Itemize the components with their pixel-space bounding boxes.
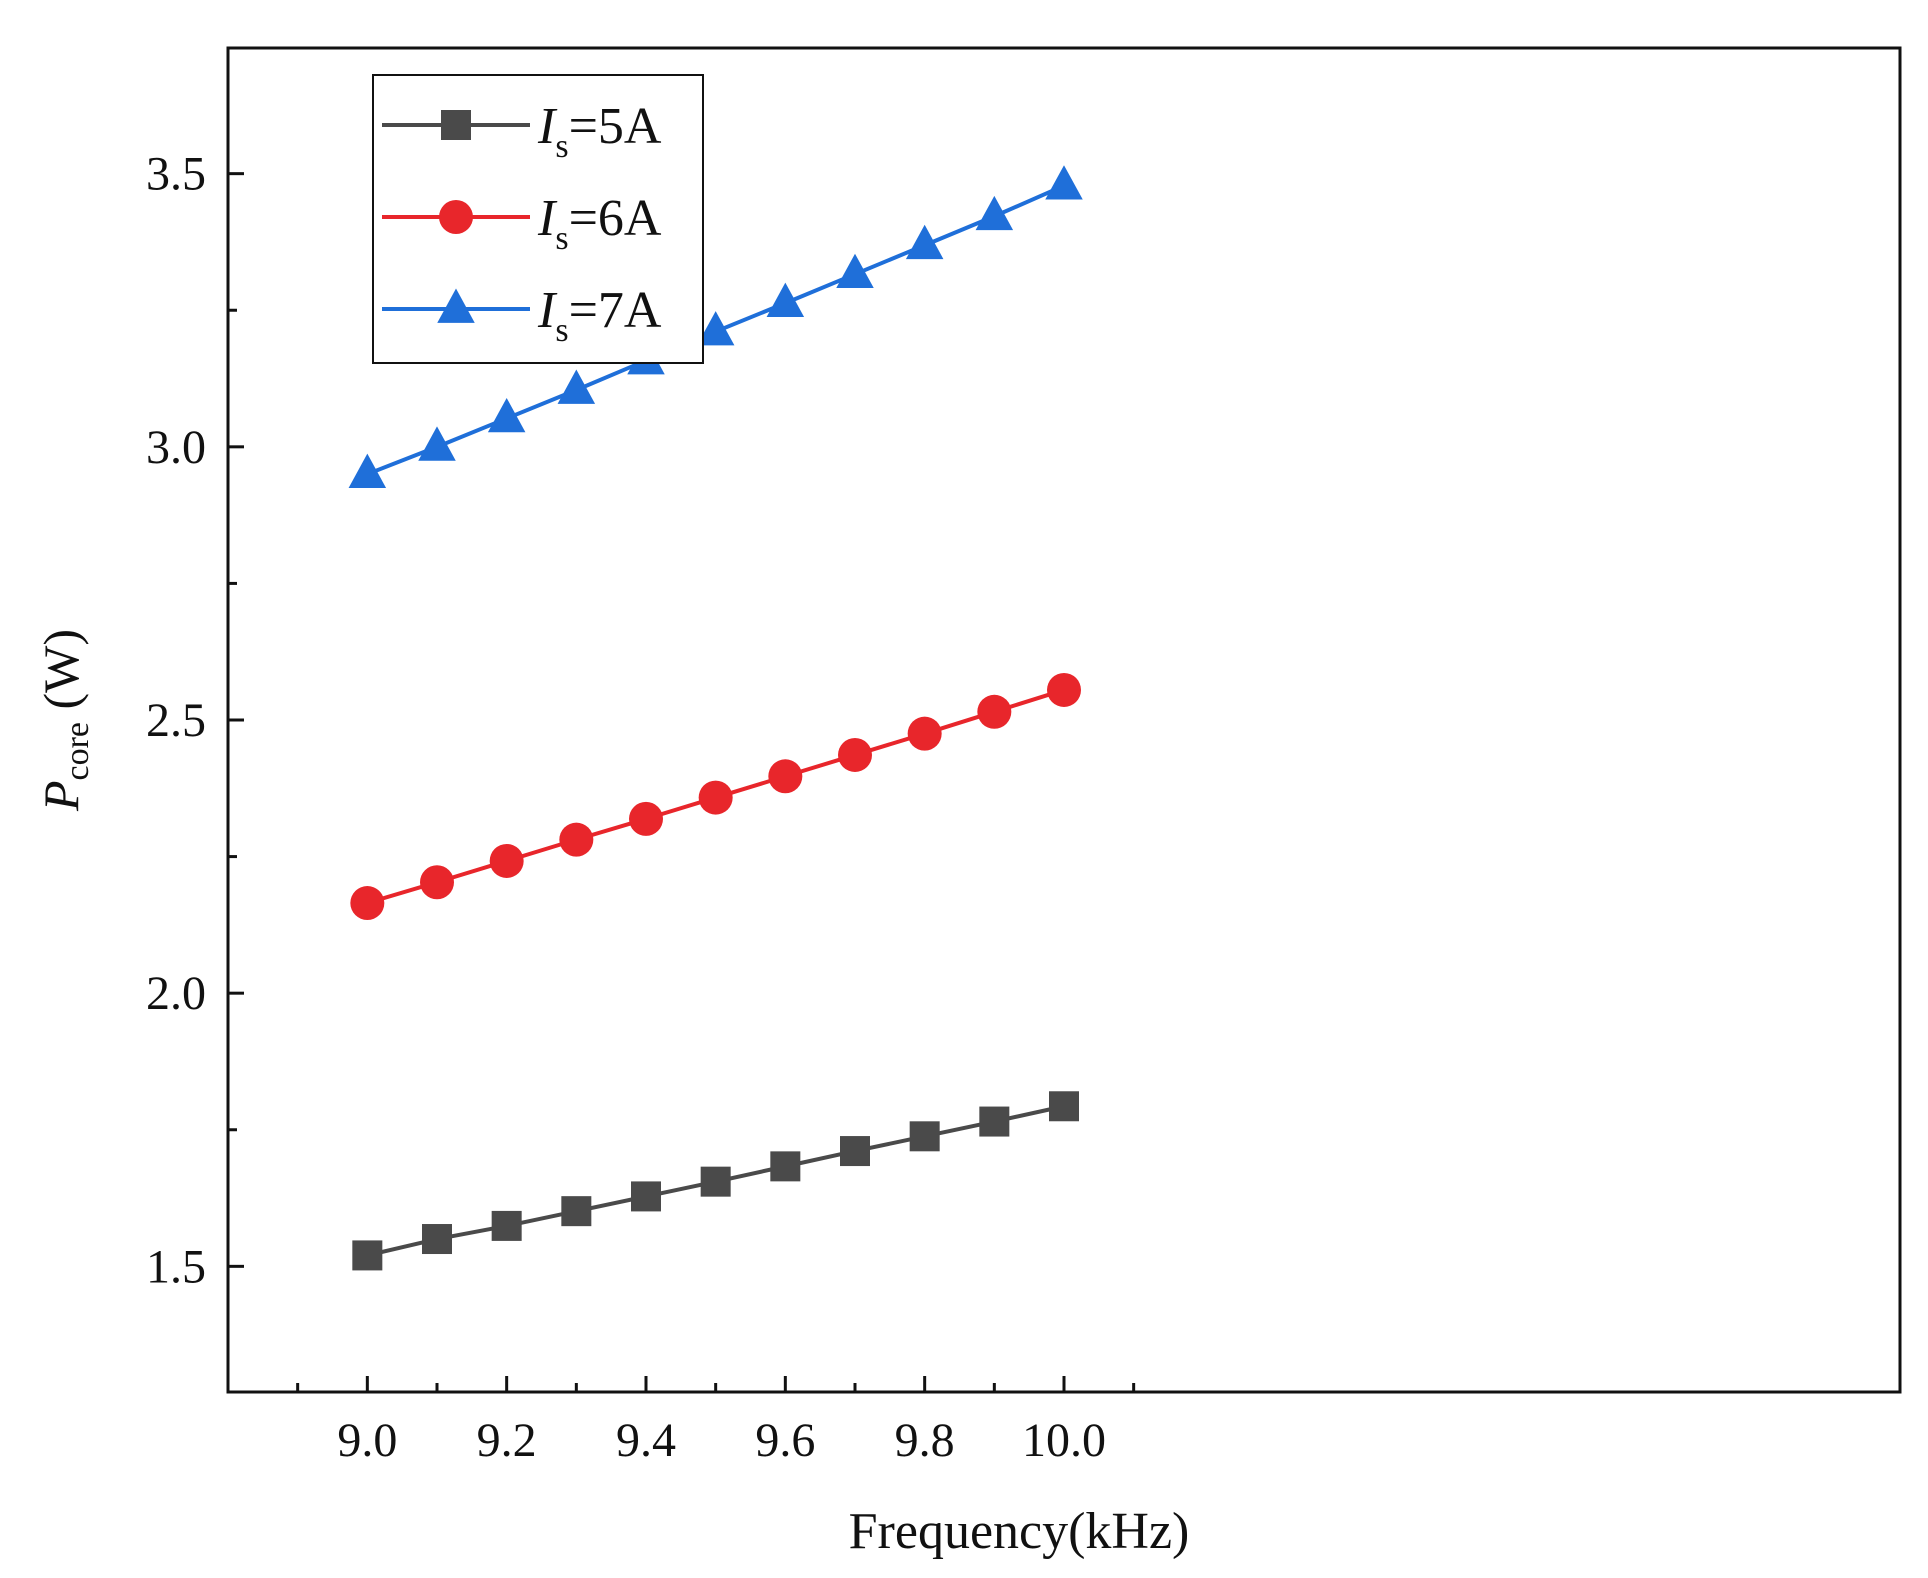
data-point-triangle [696,311,735,346]
legend-marker [441,110,471,140]
data-point-circle [420,865,454,900]
y-tick-label: 1.5 [146,1240,206,1293]
series-3 [348,165,1083,489]
legend-marker [437,288,475,323]
y-tick-label: 3.0 [146,421,206,474]
data-point-square [631,1181,661,1212]
data-point-square [700,1166,731,1197]
x-tick-label: 9.8 [895,1414,955,1467]
data-point-square [422,1224,452,1255]
x-axis-label: Frequency(kHz) [849,1503,1190,1560]
data-point-triangle [905,224,944,260]
data-point-circle [489,843,524,878]
data-point-circle [907,716,942,751]
series-2 [350,672,1081,921]
legend: Is=5A Is=6A Is=7A [372,74,704,364]
data-point-circle [838,737,872,772]
y-tick-label: 2.0 [146,967,206,1020]
x-axis: 9.0 9.2 9.4 9.6 9.8 10.0 [296,1376,1136,1467]
y-tick-label: 3.5 [146,148,206,201]
data-point-triangle [418,426,456,461]
data-point-square [491,1210,522,1241]
data-point-triangle [487,397,526,433]
data-point-circle [768,759,803,794]
x-tick-label: 9.6 [755,1414,815,1467]
x-tick-label: 10.0 [1022,1414,1106,1467]
legend-label: Is=7A [537,282,662,349]
x-tick-label: 9.2 [477,1414,537,1467]
data-point-triangle [836,253,874,289]
data-point-circle [559,822,594,857]
data-point-square [1049,1091,1079,1122]
x-tick-label: 9.4 [616,1414,676,1467]
y-axis-label-subscript: core [59,722,96,781]
data-point-triangle [975,195,1014,231]
data-point-circle [350,886,385,921]
data-point-triangle [348,453,387,489]
legend-label: Is=6A [537,190,662,257]
data-point-circle [629,801,663,836]
data-point-square [909,1121,940,1152]
x-tick-label: 9.0 [337,1414,397,1467]
legend-entry: Is=7A [382,282,662,349]
data-point-circle [977,694,1012,729]
data-point-triangle [557,369,596,404]
data-point-triangle [766,282,805,318]
legend-entry: Is=6A [382,190,662,257]
y-axis-label-unit: (W) [33,629,89,722]
legend-marker [439,200,473,234]
y-axis-label-symbol: P [33,780,89,812]
data-point-triangle [1045,165,1083,200]
svg-text:Pcore (W): Pcore (W) [33,629,96,812]
legend-label: Is=5A [537,98,662,165]
data-point-square [770,1151,801,1182]
data-point-square [352,1240,383,1271]
data-point-square [561,1196,592,1227]
legend-entry: Is=5A [382,98,662,165]
series-1 [352,1091,1079,1271]
data-point-circle [1047,672,1081,707]
y-tick-label: 2.5 [146,694,206,747]
data-point-square [840,1136,870,1167]
series-layer [348,165,1083,1271]
y-axis: 1.5 2.0 2.5 3.0 3.5 [146,148,244,1293]
data-point-circle [698,780,733,815]
data-point-square [979,1106,1010,1137]
y-axis-label: Pcore (W) [33,629,96,812]
